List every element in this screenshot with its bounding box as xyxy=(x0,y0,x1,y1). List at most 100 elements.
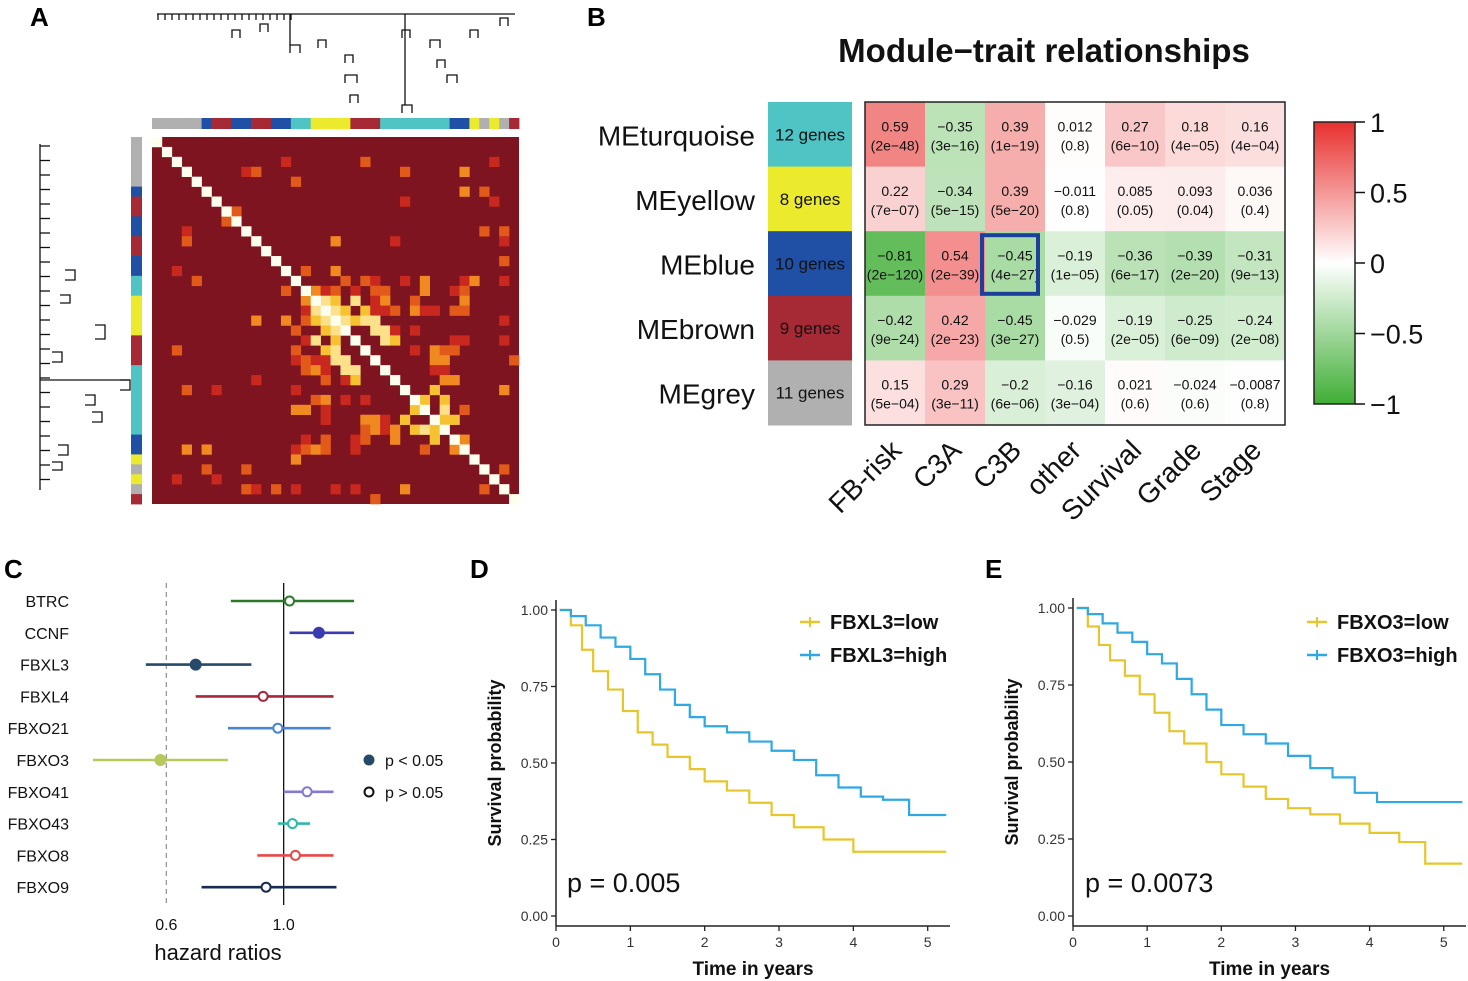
gene-label: FBXO3 xyxy=(17,753,70,770)
heatmap-cell xyxy=(360,275,371,287)
cell-pvalue: (2e−39) xyxy=(931,267,980,283)
heatmap-cell xyxy=(330,265,341,277)
heatmap-cell xyxy=(1045,102,1106,167)
heatmap-cell xyxy=(181,444,192,455)
heatmap-diagonal-cell xyxy=(439,424,450,435)
heatmap-cell xyxy=(360,315,371,326)
module-color-yellow xyxy=(131,325,142,336)
hazard-ratio-point xyxy=(189,658,202,671)
legend-label: FBXL3=high xyxy=(830,645,947,667)
heatmap-cell xyxy=(1105,231,1166,297)
heatmap-cell xyxy=(350,365,361,376)
heatmap-diagonal-cell xyxy=(241,226,252,237)
heatmap-diagonal-cell xyxy=(181,166,192,177)
cell-pvalue: (1e−19) xyxy=(991,137,1040,153)
gene-label: FBXO43 xyxy=(8,817,69,834)
hazard-ratio-point xyxy=(289,849,301,861)
x-tick-label: 5 xyxy=(1440,934,1448,950)
y-tick-label: 0.50 xyxy=(1038,754,1065,770)
module-color-yellow xyxy=(131,474,142,485)
y-axis-label: Survival probability xyxy=(485,679,505,846)
heatmap-cell xyxy=(1045,166,1106,232)
heatmap-cell xyxy=(370,295,381,306)
x-tick-label: 0.6 xyxy=(155,917,177,934)
heatmap-cell xyxy=(409,345,421,356)
cell-pvalue: (2e−20) xyxy=(1171,267,1220,283)
heatmap-cell xyxy=(370,494,381,505)
module-color-yellow xyxy=(131,295,142,307)
cell-correlation: 0.15 xyxy=(881,377,908,393)
tom-heatmap-cells xyxy=(152,137,520,505)
heatmap-cell xyxy=(1165,166,1226,232)
heatmap-cell xyxy=(925,166,986,232)
module-color-grey xyxy=(479,118,490,129)
heatmap-cell xyxy=(380,414,391,425)
heatmap-cell xyxy=(241,464,252,475)
heatmap-diagonal-cell xyxy=(370,355,381,366)
trait-label: C3B xyxy=(967,434,1027,494)
heatmap-cell xyxy=(280,285,292,297)
cell-pvalue: (6e−06) xyxy=(991,396,1040,412)
dendrogram-branch xyxy=(65,269,76,281)
heatmap-cell xyxy=(320,315,331,326)
heatmap-cell xyxy=(251,166,262,177)
heatmap-cell xyxy=(300,434,312,445)
heatmap-cell xyxy=(320,375,331,386)
heatmap-cell xyxy=(370,414,381,425)
legend-label: p < 0.05 xyxy=(385,753,443,770)
heatmap-cell xyxy=(1045,360,1106,426)
hazard-ratio-point xyxy=(301,786,313,798)
heatmap-cell xyxy=(1105,360,1166,426)
cell-correlation: −0.81 xyxy=(877,248,913,264)
x-tick-label: 0 xyxy=(1069,934,1077,950)
dendrogram-branch xyxy=(52,351,63,363)
module-trait-cells: 0.59 (2e−48) −0.35 (3e−16) 0.39 (1e−19) 0.012 (… xyxy=(865,102,1286,426)
heatmap-cell xyxy=(439,355,450,366)
x-tick-label: 1 xyxy=(1143,934,1151,950)
heatmap-diagonal-cell xyxy=(469,454,480,465)
heatmap-cell xyxy=(350,484,361,495)
cell-correlation: 0.54 xyxy=(941,248,968,264)
heatmap-cell xyxy=(409,424,421,435)
heatmap-cell xyxy=(340,355,351,366)
heatmap-cell xyxy=(360,394,371,406)
cell-correlation: −0.31 xyxy=(1237,248,1273,264)
heatmap-cell xyxy=(181,384,192,396)
heatmap-diagonal-cell xyxy=(390,375,401,386)
heatmap-cell xyxy=(1105,166,1166,232)
cell-pvalue: (3e−16) xyxy=(931,137,980,153)
dendrogram-branch xyxy=(92,411,103,423)
dendrogram-branch xyxy=(499,17,509,26)
module-color-turquoise xyxy=(131,285,142,297)
heatmap-cell xyxy=(499,335,510,346)
module-color-grey xyxy=(131,166,142,178)
cell-pvalue: (2e−48) xyxy=(871,137,920,153)
module-color-turquoise xyxy=(131,424,142,435)
heatmap-cell xyxy=(290,484,302,495)
module-color-grey xyxy=(171,118,183,129)
heatmap-cell xyxy=(985,295,1046,361)
gene-label: FBXO8 xyxy=(17,848,70,865)
module-color-turquoise xyxy=(131,384,142,396)
heatmap-diagonal-cell xyxy=(399,384,411,396)
module-color-brown xyxy=(131,355,142,366)
gene-label: FBXL4 xyxy=(20,689,69,706)
heatmap-cell xyxy=(330,345,341,356)
cell-pvalue: (2e−120) xyxy=(867,267,923,283)
heatmap-cell xyxy=(231,206,242,217)
heatmap-cell xyxy=(1225,231,1286,297)
heatmap-cell xyxy=(390,434,401,445)
cell-pvalue: (5e−04) xyxy=(871,396,920,412)
module-color-grey xyxy=(131,156,142,168)
heatmap-cell xyxy=(1045,295,1106,361)
heatmap-cell xyxy=(409,305,421,316)
heatmap-cell xyxy=(320,404,331,416)
heatmap-cell xyxy=(171,265,183,277)
heatmap-cell xyxy=(360,156,371,168)
heatmap-cell xyxy=(429,305,440,316)
heatmap-cell xyxy=(280,156,292,168)
heatmap-cell xyxy=(865,295,926,361)
heatmap-cell xyxy=(320,295,331,306)
heatmap-cell xyxy=(320,285,331,297)
legend-marker-open xyxy=(363,786,375,798)
